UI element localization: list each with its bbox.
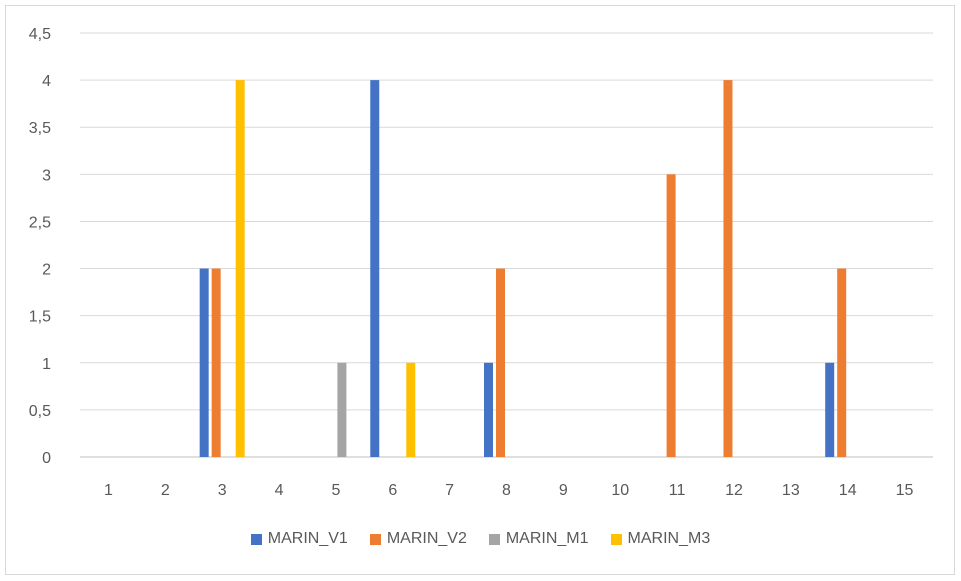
bar-marin-v1 xyxy=(484,362,493,457)
x-tick-label: 8 xyxy=(502,482,511,499)
x-tick-label: 11 xyxy=(669,482,686,499)
bar-marin-v2 xyxy=(837,268,847,457)
x-tick-label: 14 xyxy=(839,482,857,499)
legend-item: MARIN_M1 xyxy=(488,530,589,548)
bars xyxy=(199,80,847,458)
bar-marin-v1 xyxy=(199,268,209,457)
y-axis-ticks: 0 0,5 1 1,5 2 2,5 3 3,5 4 4,5 xyxy=(29,26,51,467)
x-tick-label: 7 xyxy=(445,482,454,499)
legend-swatch xyxy=(488,533,500,545)
x-tick-label: 4 xyxy=(275,482,284,499)
y-tick-label: 4,5 xyxy=(29,26,51,43)
y-tick-label: 4 xyxy=(42,73,51,90)
y-tick-label: 0,5 xyxy=(29,403,51,420)
legend-label: MARIN_V2 xyxy=(386,530,467,547)
chart-area xyxy=(5,5,955,575)
x-tick-label: 6 xyxy=(388,482,397,499)
x-tick-label: 2 xyxy=(161,482,170,499)
bar-marin-m3 xyxy=(406,362,416,457)
y-tick-label: 2,5 xyxy=(29,214,51,231)
legend-label: MARIN_V1 xyxy=(267,530,348,547)
legend-swatch xyxy=(250,533,262,545)
bar-marin-v2 xyxy=(666,174,676,458)
x-tick-label: 9 xyxy=(559,482,568,499)
bar-marin-m1 xyxy=(337,362,347,457)
y-tick-label: 3 xyxy=(42,167,51,184)
y-tick-label: 2 xyxy=(42,262,51,279)
legend-label: MARIN_M3 xyxy=(627,530,711,547)
x-tick-label: 5 xyxy=(331,482,340,499)
legend-item: MARIN_V2 xyxy=(369,530,467,548)
y-tick-label: 0 xyxy=(42,450,51,467)
legend-label: MARIN_M1 xyxy=(505,530,589,547)
legend-swatch xyxy=(610,533,622,545)
x-tick-label: 3 xyxy=(218,482,227,499)
legend-swatch xyxy=(369,533,381,545)
x-tick-label: 1 xyxy=(104,482,113,499)
bar-marin-v2 xyxy=(723,80,733,457)
bar-marin-v2 xyxy=(496,268,505,457)
bar-marin-v1 xyxy=(825,362,835,457)
legend-item: MARIN_M3 xyxy=(610,530,711,548)
y-tick-label: 3,5 xyxy=(29,120,51,137)
y-tick-label: 1,5 xyxy=(29,309,51,326)
legend-item: MARIN_V1 xyxy=(250,530,348,548)
bar-marin-m3 xyxy=(235,80,245,457)
x-tick-label: 10 xyxy=(611,482,629,499)
x-axis-ticks: 1 2 3 4 5 6 7 8 9 10 11 12 13 14 15 xyxy=(104,482,914,499)
legend: MARIN_V1 MARIN_V2 MARIN_M1 MARIN_M3 xyxy=(0,530,961,548)
bar-marin-v1 xyxy=(370,80,380,457)
x-tick-label: 15 xyxy=(896,482,914,499)
x-tick-label: 12 xyxy=(725,482,743,499)
x-tick-label: 13 xyxy=(782,482,800,499)
bar-marin-v2 xyxy=(211,268,221,457)
y-tick-label: 1 xyxy=(42,356,51,373)
gridlines xyxy=(80,32,933,458)
